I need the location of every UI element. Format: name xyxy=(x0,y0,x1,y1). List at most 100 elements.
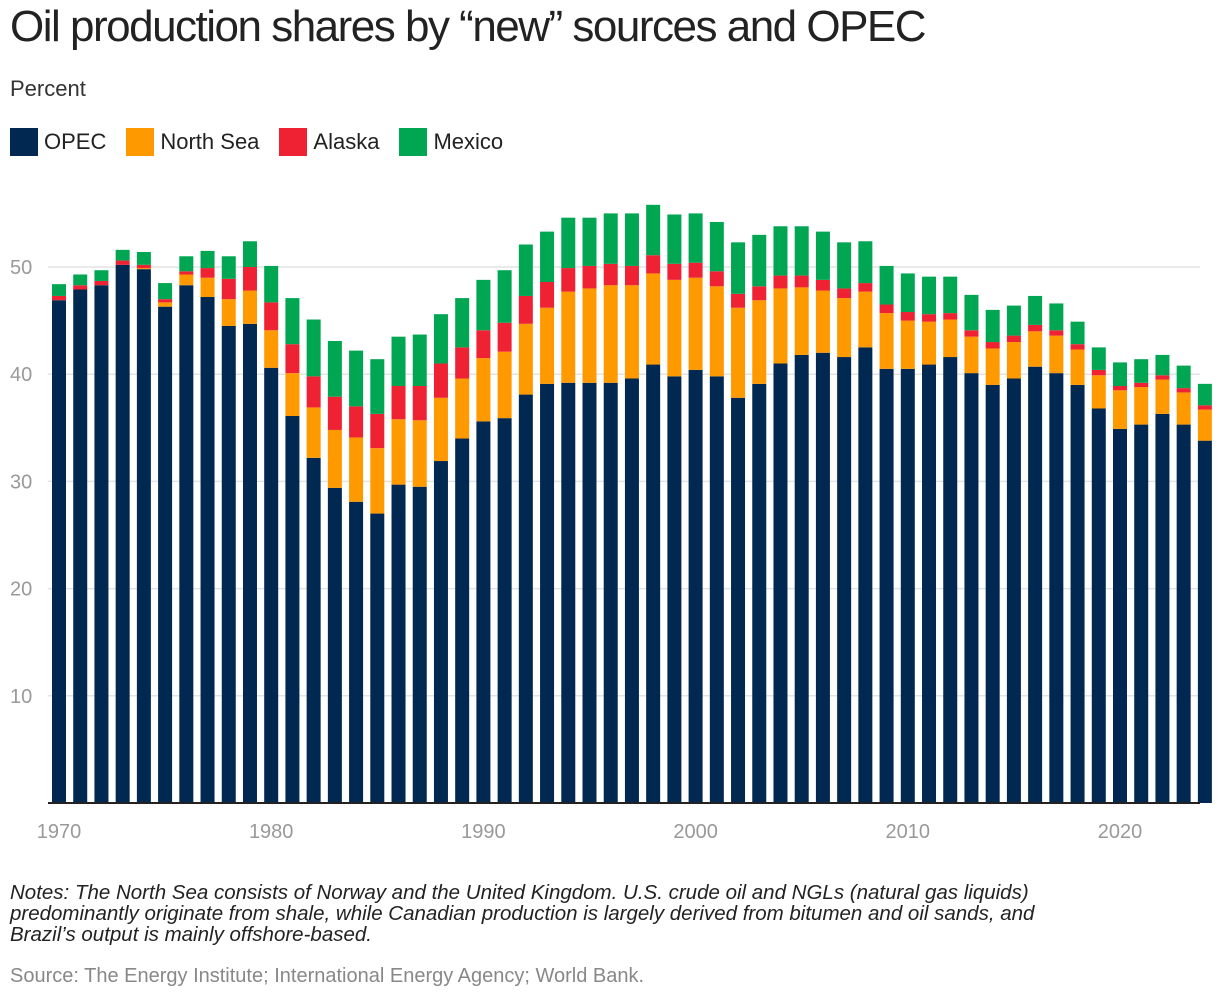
bar-alaska-2007 xyxy=(837,288,852,299)
legend-item-opec: OPEC xyxy=(10,128,106,156)
bar-alaska-2014 xyxy=(985,342,1000,349)
notes-line-3: Brazil’s output is mainly offshore-based… xyxy=(10,923,372,946)
bar-north-sea-1991 xyxy=(497,351,512,419)
bar-opec-2004 xyxy=(773,363,788,803)
legend-item-alaska: Alaska xyxy=(279,128,379,156)
bar-opec-1997 xyxy=(624,378,639,803)
bar-alaska-2019 xyxy=(1091,369,1106,376)
bar-mexico-1995 xyxy=(582,217,597,266)
bar-alaska-1990 xyxy=(476,330,491,359)
bar-mexico-1976 xyxy=(179,256,194,272)
bar-opec-2003 xyxy=(752,383,767,803)
notes-line-1: Notes: The North Sea consists of Norway … xyxy=(10,881,1029,904)
bar-opec-2002 xyxy=(731,397,746,803)
y-tick-label-50: 50 xyxy=(10,257,32,279)
notes-line-2: predominantly originate from shale, whil… xyxy=(10,902,1035,925)
bar-north-sea-2015 xyxy=(1006,342,1021,379)
bar-north-sea-2016 xyxy=(1028,331,1043,367)
bar-north-sea-2001 xyxy=(709,286,724,377)
bar-alaska-1975 xyxy=(158,299,173,303)
bar-opec-1983 xyxy=(327,487,342,803)
bar-mexico-2008 xyxy=(858,241,873,284)
bar-mexico-2005 xyxy=(794,226,809,276)
bar-alaska-1993 xyxy=(540,282,555,308)
y-tick-label-10: 10 xyxy=(10,686,32,708)
bar-opec-2008 xyxy=(858,347,873,803)
bar-alaska-2017 xyxy=(1049,330,1064,336)
bar-north-sea-2009 xyxy=(879,313,894,369)
bar-opec-2007 xyxy=(837,357,852,803)
bar-north-sea-2010 xyxy=(900,320,915,369)
x-tick-label-2020: 2020 xyxy=(1098,821,1143,843)
bar-mexico-1999 xyxy=(667,214,682,264)
bar-mexico-1986 xyxy=(391,336,406,386)
bar-mexico-1975 xyxy=(158,283,173,300)
stacked-bar-chart: 10 20 30 40 50 1970 1980 1990 2000 2010 2020 xyxy=(10,204,1212,843)
legend-label-alaska: Alaska xyxy=(313,129,380,154)
bars xyxy=(52,204,1212,804)
x-tick-label-1970: 1970 xyxy=(37,821,82,843)
bar-opec-2010 xyxy=(900,368,915,803)
chart-notes: Notes: The North Sea consists of Norway … xyxy=(10,882,1215,945)
bar-mexico-2019 xyxy=(1091,347,1106,370)
bar-opec-1994 xyxy=(561,382,576,803)
legend-swatch-mexico xyxy=(399,128,428,156)
bar-alaska-1988 xyxy=(433,363,448,398)
bar-opec-1986 xyxy=(391,484,406,803)
bar-mexico-2001 xyxy=(709,221,724,272)
bar-opec-2000 xyxy=(688,369,703,803)
bar-mexico-2023 xyxy=(1176,365,1191,389)
bar-mexico-1996 xyxy=(603,213,618,264)
bar-opec-1985 xyxy=(370,513,385,803)
bar-alaska-2016 xyxy=(1028,324,1043,332)
bar-north-sea-2019 xyxy=(1091,375,1106,409)
bar-opec-2021 xyxy=(1134,424,1149,803)
bar-north-sea-2021 xyxy=(1134,387,1149,425)
bar-alaska-1977 xyxy=(200,268,215,278)
bar-mexico-1973 xyxy=(115,249,130,261)
bar-opec-2005 xyxy=(794,354,809,803)
bar-north-sea-1986 xyxy=(391,419,406,485)
bar-north-sea-1989 xyxy=(455,378,470,439)
bar-mexico-2012 xyxy=(943,276,958,314)
bar-mexico-2018 xyxy=(1070,321,1085,345)
bar-mexico-1972 xyxy=(94,270,109,281)
bar-alaska-2011 xyxy=(922,314,937,322)
bar-mexico-2011 xyxy=(922,276,937,315)
bar-opec-1999 xyxy=(667,376,682,803)
bar-opec-2020 xyxy=(1113,428,1127,803)
bar-opec-2011 xyxy=(922,364,937,803)
bar-alaska-1991 xyxy=(497,322,512,352)
bar-north-sea-2018 xyxy=(1070,349,1085,385)
y-tick-label-20: 20 xyxy=(10,579,32,601)
bar-opec-1988 xyxy=(433,461,448,803)
bar-alaska-2009 xyxy=(879,304,894,314)
bar-mexico-1990 xyxy=(476,279,491,331)
bar-mexico-1988 xyxy=(433,314,448,364)
bar-north-sea-1977 xyxy=(200,277,215,298)
bar-north-sea-2012 xyxy=(943,319,958,358)
bar-alaska-1994 xyxy=(561,268,576,292)
bar-north-sea-2007 xyxy=(837,298,852,358)
bar-mexico-1993 xyxy=(540,231,555,282)
legend-label-mexico: Mexico xyxy=(433,129,504,154)
chart-source: Source: The Energy Institute; Internatio… xyxy=(10,965,645,987)
gridlines xyxy=(48,266,1200,697)
bar-north-sea-2000 xyxy=(688,277,703,370)
axes: 10 20 30 40 50 1970 1980 1990 2000 2010 2020 xyxy=(10,257,1200,843)
bar-mexico-1980 xyxy=(264,265,279,303)
bar-alaska-2024 xyxy=(1197,405,1212,410)
bar-mexico-2007 xyxy=(837,242,852,289)
bar-mexico-1983 xyxy=(327,340,342,397)
bar-opec-1996 xyxy=(603,382,618,803)
bar-north-sea-2004 xyxy=(773,288,788,364)
bar-north-sea-2013 xyxy=(964,336,979,374)
bar-mexico-1978 xyxy=(221,256,236,279)
bar-opec-2012 xyxy=(943,357,958,803)
bar-alaska-1996 xyxy=(603,263,618,286)
bar-alaska-1972 xyxy=(94,280,109,286)
bar-alaska-1998 xyxy=(646,255,661,274)
legend-swatch-alaska xyxy=(279,128,308,156)
bar-alaska-2013 xyxy=(964,330,979,337)
bar-north-sea-1980 xyxy=(264,330,279,368)
